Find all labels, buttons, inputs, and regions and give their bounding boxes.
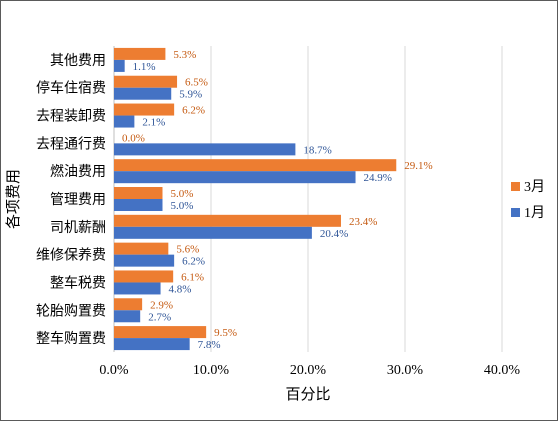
data-label: 5.9%: [179, 89, 202, 101]
category-label: 整车税费: [50, 274, 106, 291]
bar-series-2: [114, 115, 135, 128]
x-tick-labels: 0.0% 10.0% 20.0% 30.0% 40.0%: [99, 363, 520, 378]
data-label: 24.9%: [364, 172, 392, 184]
data-label: 0.0%: [122, 132, 145, 144]
data-label: 6.1%: [181, 271, 204, 283]
data-label: 1.1%: [133, 61, 156, 73]
category-label: 停车住宿费: [36, 80, 106, 97]
data-label: 5.6%: [176, 244, 199, 256]
bar-series-1: [114, 103, 175, 116]
data-label: 29.1%: [404, 160, 432, 172]
data-label: 5.0%: [171, 188, 194, 200]
category-label: 管理费用: [50, 192, 106, 208]
category-label: 燃油费用: [50, 163, 106, 180]
data-label: 5.0%: [171, 200, 194, 212]
bar-series-2: [114, 199, 163, 211]
legend-swatch: [511, 208, 520, 217]
data-label: 6.2%: [182, 256, 205, 268]
bar-series-1: [114, 47, 166, 60]
y-axis-title: 各项费用: [5, 169, 22, 229]
category-labels: 其他费用停车住宿费去程装卸费去程通行费燃油费用管理费用司机薪酬维修保养费整车税费…: [36, 53, 106, 347]
category-label: 其他费用: [50, 53, 106, 69]
data-label: 2.1%: [142, 117, 165, 129]
data-label: 9.5%: [214, 327, 237, 339]
bar-series-2: [114, 87, 172, 100]
bar-series-1: [114, 187, 163, 199]
x-tick-label: 20.0%: [290, 363, 327, 378]
data-label: 4.8%: [169, 283, 192, 295]
x-tick-label: 40.0%: [484, 363, 521, 378]
bar-series-1: [114, 298, 143, 311]
bar-series-2: [114, 282, 161, 295]
data-label: 5.3%: [173, 49, 196, 61]
bar-series-2: [114, 226, 312, 239]
bar-series-2: [114, 143, 296, 156]
bar-series-1: [114, 326, 207, 339]
legend-swatch: [511, 182, 520, 191]
x-tick-label: 10.0%: [193, 363, 230, 378]
category-label: 去程装卸费: [36, 109, 106, 125]
bar-series-2: [114, 171, 356, 184]
data-label: 6.2%: [182, 105, 205, 117]
x-tick-label: 30.0%: [387, 363, 424, 378]
bar-series-2: [114, 310, 141, 323]
category-label: 去程通行费: [36, 136, 106, 152]
bars: [114, 47, 397, 351]
bar-series-1: [114, 270, 174, 283]
legend-label: 3月: [524, 179, 545, 195]
data-label: 23.4%: [349, 216, 377, 228]
data-labels: 5.3% 1.1% 6.5%5.9% 6.2% 2.1% 0.0% 18.7% 29.1% 24…: [122, 49, 433, 351]
data-label: 6.5%: [185, 77, 208, 89]
bar-series-2: [114, 338, 190, 351]
data-label: 7.8%: [198, 339, 221, 351]
legend-label: 1月: [524, 205, 545, 221]
bar-series-1: [114, 242, 169, 255]
category-label: 维修保养费: [36, 248, 106, 264]
data-label: 2.9%: [150, 299, 173, 311]
data-label: 20.4%: [320, 228, 348, 240]
legend: 3月 1月: [511, 179, 545, 221]
category-label: 轮胎购置费: [36, 303, 106, 319]
x-axis-title: 百分比: [285, 386, 330, 403]
bar-series-2: [114, 59, 125, 72]
category-label: 整车购置费: [36, 330, 106, 347]
bar-series-1: [114, 159, 397, 172]
bar-series-1: [114, 214, 341, 227]
bar-series-2: [114, 254, 175, 267]
data-label: 2.7%: [148, 311, 171, 323]
bar-series-1: [114, 75, 178, 88]
data-label: 18.7%: [303, 144, 331, 156]
category-label: 司机薪酬: [50, 220, 106, 236]
x-tick-label: 0.0%: [99, 363, 129, 378]
